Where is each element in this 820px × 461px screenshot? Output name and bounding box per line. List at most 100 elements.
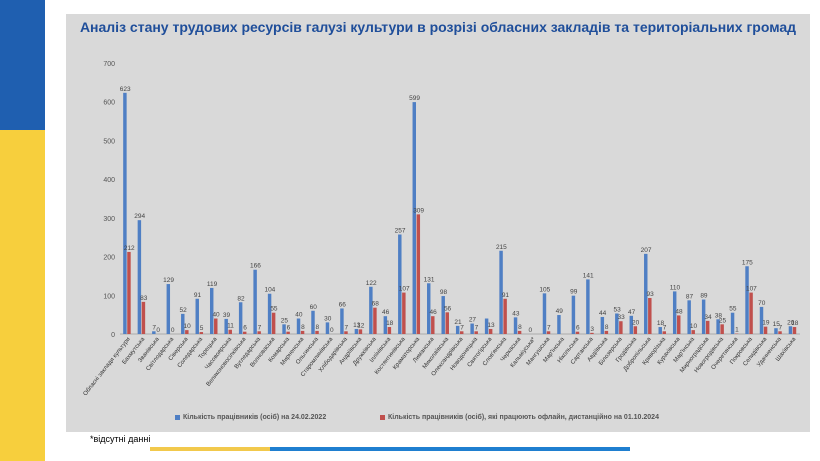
data-label: 7: [152, 324, 156, 331]
data-label: 122: [366, 280, 377, 287]
legend-swatch-red: [380, 414, 385, 420]
bar-series1: [716, 319, 720, 334]
data-label: 19: [762, 320, 770, 327]
bar-series1: [730, 312, 735, 334]
data-label: 623: [120, 86, 131, 93]
data-label: 98: [440, 289, 448, 296]
y-tick-label: 0: [111, 332, 115, 339]
bar-series2: [387, 327, 392, 334]
bar-series1: [253, 269, 257, 334]
data-label: 20: [632, 319, 640, 326]
data-label: 40: [295, 312, 303, 319]
data-label: 87: [686, 293, 694, 300]
bar-series2: [199, 332, 204, 334]
data-label: 141: [583, 272, 594, 279]
bar-series1: [311, 310, 315, 334]
bar-series1: [672, 291, 677, 334]
bar-series1: [267, 293, 272, 334]
data-label: 21: [454, 319, 462, 326]
data-label: 34: [704, 314, 712, 321]
bar-series2: [604, 330, 609, 334]
bar-series1: [123, 92, 127, 334]
bar-series1: [224, 318, 228, 334]
bar-series1: [542, 293, 547, 334]
bar-series1: [629, 315, 634, 334]
data-label: 83: [140, 295, 148, 302]
bar-series1: [571, 295, 576, 334]
bar-series2: [648, 297, 652, 334]
bar-series2: [590, 332, 594, 334]
data-label: 15: [773, 321, 781, 328]
data-label: 20: [787, 319, 795, 326]
data-label: 8: [301, 324, 305, 331]
bar-series1: [137, 220, 142, 334]
bar-series1: [354, 328, 359, 334]
bar-series2: [662, 331, 667, 334]
data-label: 40: [212, 312, 220, 319]
bar-series1: [745, 266, 749, 334]
data-label: 7: [475, 324, 479, 331]
data-label: 52: [179, 307, 187, 314]
data-label: 18: [657, 320, 665, 327]
data-label: 93: [646, 291, 654, 298]
data-label: 43: [512, 310, 520, 317]
data-label: 46: [429, 309, 437, 316]
data-label: 7: [663, 324, 667, 331]
bar-series1: [513, 317, 518, 334]
bar-series2: [300, 330, 305, 334]
bar-series1: [209, 287, 214, 334]
legend-item-series2: Кількість працівників (осіб), які працюю…: [380, 414, 659, 421]
data-label: 70: [758, 300, 766, 307]
data-label: 99: [570, 289, 578, 296]
bar-series1: [687, 300, 691, 334]
bar-series2: [214, 318, 218, 334]
bar-series1: [325, 322, 330, 334]
bar-series2: [127, 251, 131, 334]
y-tick-label: 700: [103, 61, 115, 68]
data-label: 8: [518, 324, 522, 331]
data-label: 110: [670, 284, 681, 291]
data-label: 18: [386, 320, 394, 327]
data-label: 10: [184, 323, 192, 330]
bar-series1: [369, 286, 373, 334]
bar-series2: [633, 326, 638, 334]
data-label: 55: [270, 306, 278, 313]
data-label: 3: [590, 326, 594, 333]
bar-series2: [344, 331, 348, 334]
bar-series1: [340, 308, 344, 334]
bar-series2: [257, 331, 261, 334]
data-label: 68: [372, 301, 380, 308]
data-label: 66: [339, 301, 347, 308]
bar-series1: [701, 299, 706, 334]
bar-series1: [586, 279, 590, 334]
bar-series2: [402, 292, 406, 334]
bar-series1: [296, 318, 301, 334]
bar-series1: [195, 298, 199, 334]
data-label: 7: [547, 324, 551, 331]
bar-series2: [691, 330, 695, 334]
data-label: 129: [163, 277, 174, 284]
data-label: 47: [628, 309, 636, 316]
data-label: 8: [316, 324, 320, 331]
data-label: 6: [576, 325, 580, 332]
data-label: 53: [614, 306, 622, 313]
bar-series2: [705, 320, 710, 334]
data-label: 107: [399, 286, 410, 293]
chart-panel: [66, 14, 810, 432]
bar-series1: [441, 296, 445, 334]
bar-series1: [152, 331, 156, 334]
data-label: 1: [735, 327, 739, 334]
data-label: 0: [171, 327, 175, 334]
data-label: 0: [529, 327, 533, 334]
data-label: 30: [324, 315, 332, 322]
data-label: 25: [281, 317, 289, 324]
decor-stripe-yellow: [0, 130, 45, 461]
data-label: 7: [779, 324, 783, 331]
bar-series2: [488, 328, 493, 334]
legend-label: Кількість працівників (осіб), які працюю…: [388, 414, 659, 421]
bar-series1: [788, 326, 793, 334]
data-label: 107: [746, 286, 757, 293]
bar-series2: [778, 331, 782, 334]
bar-series2: [619, 321, 623, 334]
